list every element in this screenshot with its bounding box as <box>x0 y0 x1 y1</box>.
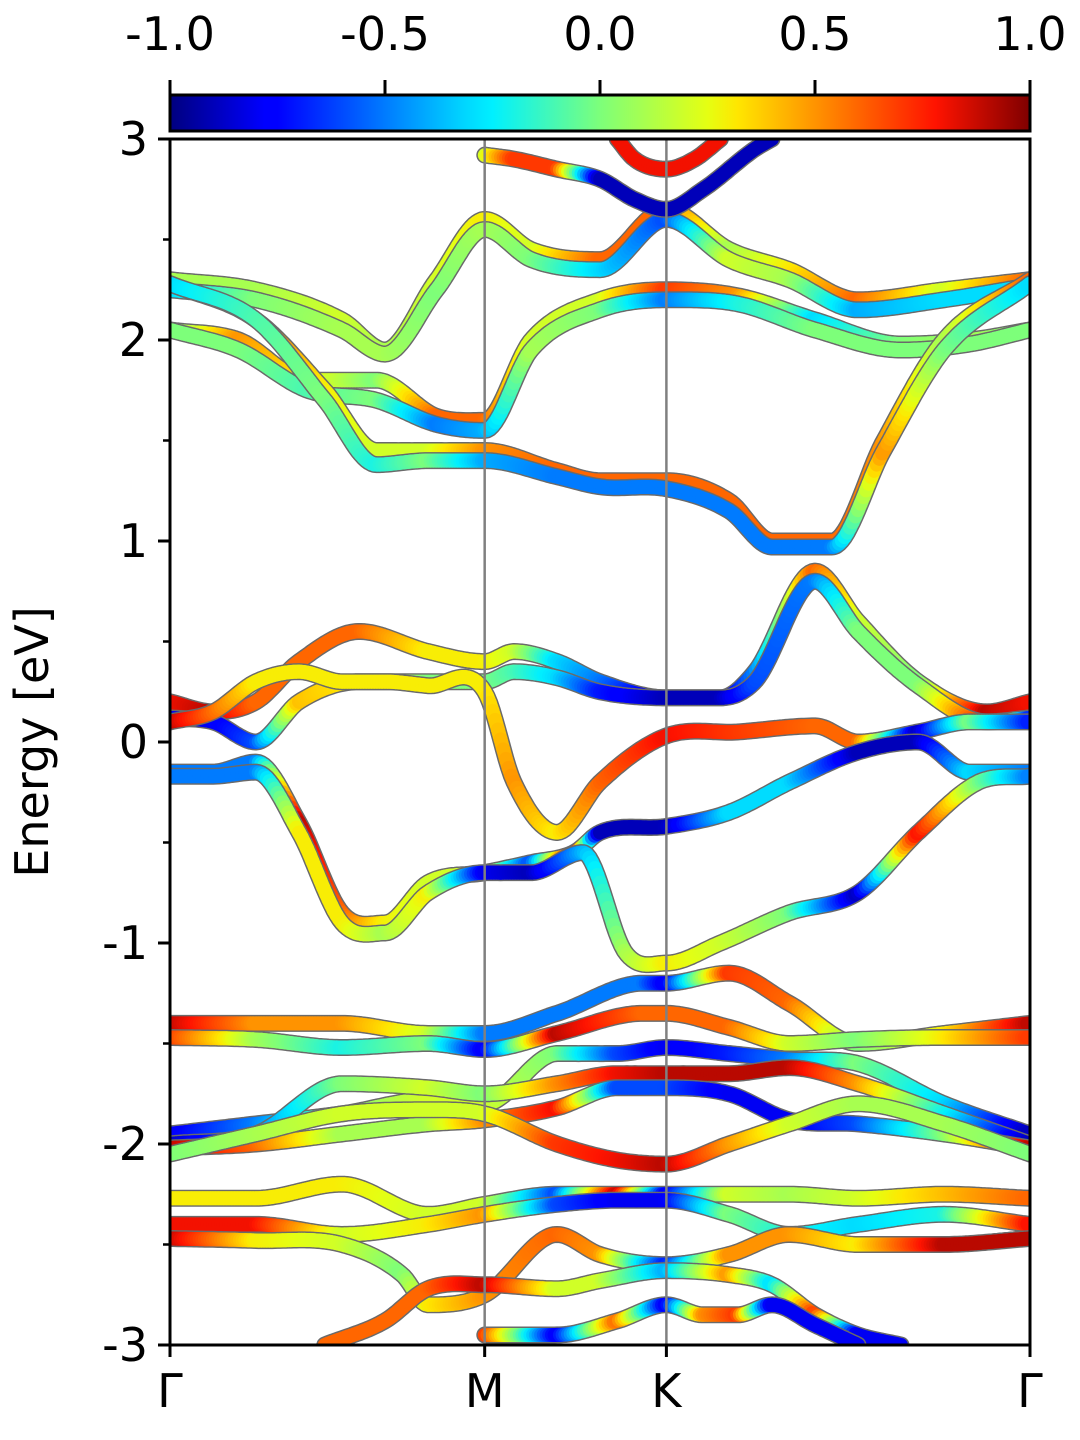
band-15 <box>170 1059 1030 1153</box>
colorbar-tick-label: -0.5 <box>340 7 430 61</box>
band-11 <box>170 763 1030 974</box>
energy-bands <box>170 139 1030 1345</box>
colorbar-tick-label: 0.5 <box>778 7 851 61</box>
band-1-outline <box>170 200 1030 359</box>
colorbar-tick-label: 1.0 <box>993 7 1066 61</box>
band-2-outline <box>170 210 1030 363</box>
colorbar-ticks: -1.0 -0.5 0.0 0.5 1.0 <box>125 7 1067 95</box>
band-13 <box>170 1004 1030 1058</box>
band-1 <box>170 200 1030 359</box>
band-6 <box>170 275 1030 556</box>
colorbar: -1.0 -0.5 0.0 0.5 1.0 <box>125 7 1067 133</box>
plot-area <box>170 139 1030 1345</box>
colorbar-gradient <box>168 93 1032 133</box>
band-2 <box>170 210 1030 363</box>
colorbar-tick-label: -1.0 <box>125 7 215 61</box>
colorbar-tick-label: 0.0 <box>563 7 636 61</box>
